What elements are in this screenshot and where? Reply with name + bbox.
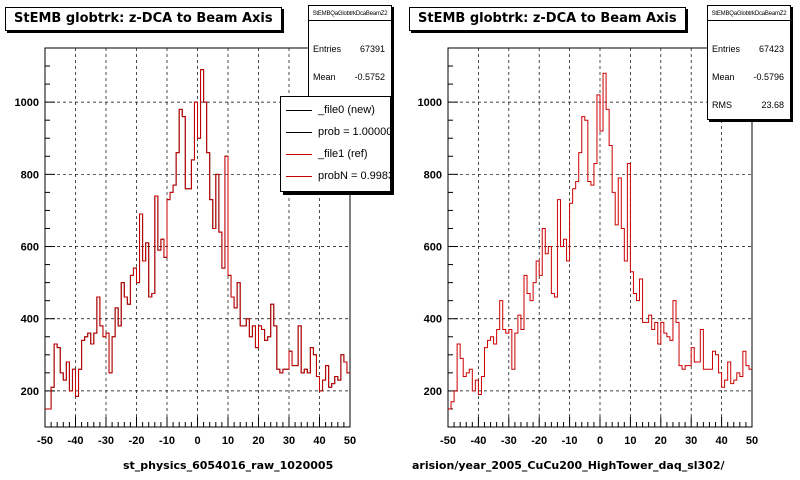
left-x-tick-label: -50	[37, 435, 53, 447]
left-y-tick-label: 1000	[15, 97, 39, 109]
right-y-tick-label: 200	[424, 386, 442, 398]
legend-item-probn: probN = 0.998391	[281, 165, 390, 187]
left-stats-box: StEMBQaGlobtrkDcaBeamZ2 Entries 67391 Me…	[308, 5, 392, 99]
legend-label: prob = 1.000000	[318, 126, 391, 138]
right-x-tick-label: -50	[440, 435, 456, 447]
left-y-tick-label: 800	[21, 169, 39, 181]
right-x-tick-label: 20	[655, 435, 667, 447]
left-x-tick-label: 10	[222, 435, 234, 447]
right-series-0-histogram	[448, 72, 752, 410]
left-y-tick-label: 600	[21, 242, 39, 254]
right-y-tick-label: 600	[424, 242, 442, 254]
right-stats-entries-value: 67423	[758, 44, 784, 54]
right-stats-header: StEMBQaGlobtrkDcaBeamZ2	[708, 6, 790, 21]
left-x-tick-label: 0	[194, 435, 200, 447]
right-x-tick-label: 0	[597, 435, 603, 447]
legend-label: _file1 (ref)	[318, 148, 368, 160]
right-y-tick-label: 800	[424, 169, 442, 181]
legend-label: probN = 0.998391	[318, 170, 390, 182]
right-stats-mean-label: Mean	[712, 72, 735, 82]
right-stats-entries-label: Entries	[712, 44, 741, 54]
right-x-tick-label: -40	[470, 435, 486, 447]
left-stats-mean-value: -0.5752	[354, 72, 385, 82]
left-x-axis-title: st_physics_6054016_raw_1020005	[123, 459, 334, 472]
left-x-tick-label: -40	[68, 435, 84, 447]
right-stats-rms-label: RMS	[712, 100, 732, 110]
legend-label: _file0 (new)	[318, 104, 375, 116]
right-stats-entries-row: Entries 67423	[712, 44, 784, 54]
left-x-tick-label: 30	[283, 435, 295, 447]
left-stats-entries-row: Entries 67391	[313, 44, 385, 54]
left-stats-entries-label: Entries	[313, 44, 342, 54]
left-chart-title: StEMB globtrk: z-DCA to Beam Axis	[5, 7, 282, 31]
left-y-tick-label: 200	[21, 386, 39, 398]
legend: _file0 (new) prob = 1.000000 _file1 (ref…	[280, 96, 391, 192]
left-stats-entries-value: 67391	[359, 44, 385, 54]
right-plot-area: -50 -40 -30 -20 -10 0 10 20 30 40 50 200 400 600 800 10…	[418, 47, 758, 447]
right-x-tick-label: -10	[562, 435, 578, 447]
left-x-tick-label: 40	[313, 435, 325, 447]
right-y-tick-label: 1000	[418, 97, 442, 109]
right-stats-box: StEMBQaGlobtrkDcaBeamZ2 Entries 67423 Me…	[707, 5, 791, 120]
legend-line-icon	[286, 109, 312, 111]
left-stats-mean-label: Mean	[313, 72, 336, 82]
left-stats-header: StEMBQaGlobtrkDcaBeamZ2	[309, 6, 391, 21]
left-series-1-histogram	[45, 69, 350, 410]
right-x-tick-label: 30	[685, 435, 697, 447]
legend-item-prob: prob = 1.000000	[281, 121, 390, 143]
left-x-tick-label: 20	[252, 435, 264, 447]
left-x-tick-label: -20	[129, 435, 145, 447]
left-x-tick-label: 50	[344, 435, 356, 447]
right-stats-mean-row: Mean -0.5796	[712, 72, 784, 82]
legend-line-icon	[286, 153, 312, 155]
right-x-tick-label: -30	[501, 435, 517, 447]
legend-item-file0: _file0 (new)	[281, 99, 390, 121]
left-y-tick-label: 400	[21, 314, 39, 326]
right-x-axis-title: arision/year_2005_CuCu200_HighTower_daq_…	[412, 459, 725, 472]
right-stats-rms-row: RMS 23.68	[712, 100, 784, 110]
right-stats-mean-value: -0.5796	[753, 72, 784, 82]
right-y-tick-label: 400	[424, 314, 442, 326]
right-chart-title: StEMB globtrk: z-DCA to Beam Axis	[409, 7, 686, 31]
legend-line-icon	[286, 175, 312, 177]
legend-item-file1: _file1 (ref)	[281, 143, 390, 165]
right-x-tick-label: 10	[624, 435, 636, 447]
left-x-tick-label: -30	[98, 435, 114, 447]
legend-line-icon	[286, 131, 312, 133]
right-stats-rms-value: 23.68	[761, 100, 784, 110]
right-x-tick-label: 50	[746, 435, 758, 447]
left-x-tick-label: -10	[159, 435, 175, 447]
right-x-tick-label: 40	[715, 435, 727, 447]
left-stats-mean-row: Mean -0.5752	[313, 72, 385, 82]
right-x-tick-label: -20	[531, 435, 547, 447]
